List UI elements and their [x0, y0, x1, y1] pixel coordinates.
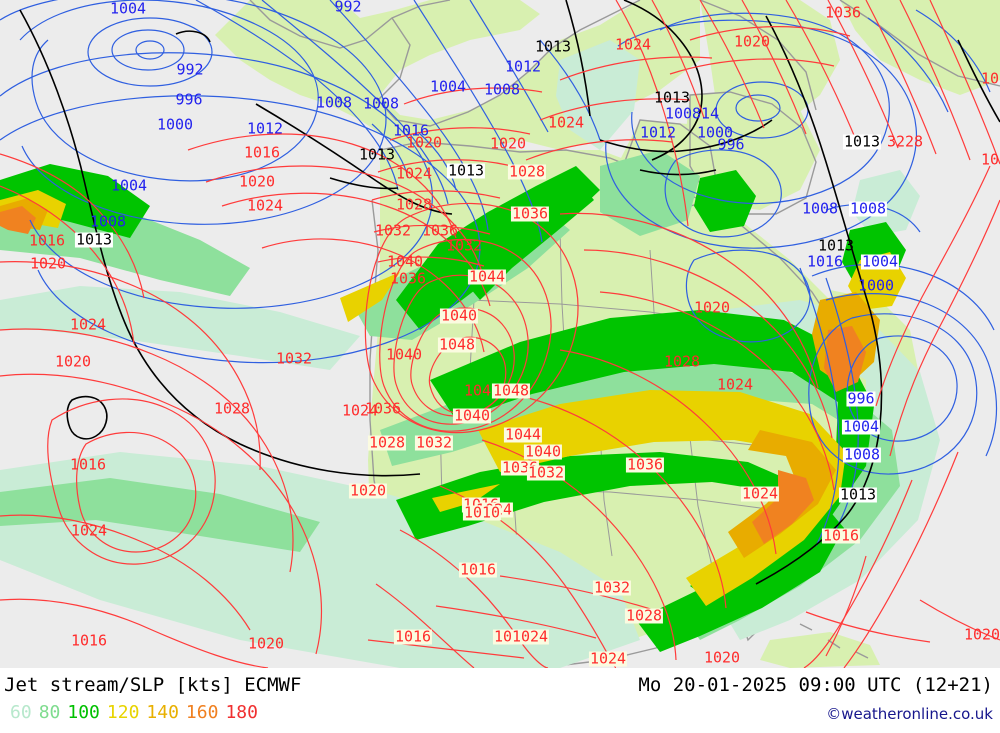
weather-map[interactable]: 1004 992 1036 1013 1024 1020 992 1012 10 996 1008 1… — [0, 0, 1000, 668]
legend-stop-180: 180 — [225, 702, 258, 723]
legend-stop-80: 80 — [38, 702, 61, 723]
legend-stop-120: 120 — [106, 702, 140, 723]
copyright-credit: ©weatheronline.co.uk — [826, 705, 993, 723]
map-title: Jet stream/SLP [kts] ECMWF — [4, 674, 302, 696]
legend-stop-100: 100 — [67, 702, 100, 723]
legend-stop-160: 160 — [185, 702, 219, 723]
forecast-valid-time: Mo 20-01-2025 09:00 UTC (12+21) — [638, 674, 993, 696]
legend-stop-60: 60 — [10, 702, 32, 723]
jet-stream-speed-legend: 60 80 100 120 140 160 180 — [10, 702, 265, 723]
jet-band-160 — [0, 206, 866, 544]
legend-stop-140: 140 — [146, 702, 179, 723]
map-footer: Jet stream/SLP [kts] ECMWF Mo 20-01-2025… — [0, 668, 1000, 733]
jet-stream-layer — [0, 40, 940, 668]
map-canvas — [0, 0, 1000, 668]
